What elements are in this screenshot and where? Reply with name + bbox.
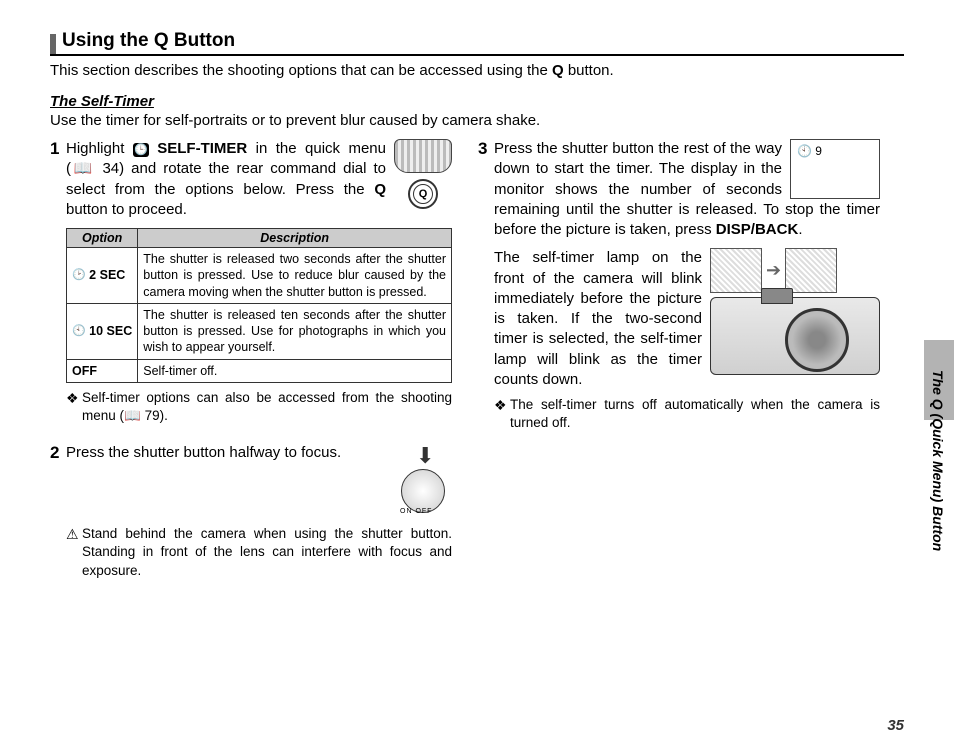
page-ref-icon: 📖 <box>124 408 141 423</box>
table-header-description: Description <box>138 229 452 248</box>
timer-2sec-icon: 🕑 <box>72 268 86 282</box>
down-arrow-icon: ⬇ <box>416 443 434 469</box>
note-icon: ❖ <box>494 396 510 432</box>
page-number: 35 <box>887 717 904 734</box>
display-indicator: 🕙 9 <box>790 139 880 199</box>
right-column: 3 🕙 9 Press the shutter button the rest … <box>478 139 880 588</box>
note-icon: ❖ <box>66 389 82 425</box>
section-heading: Using the Q Button <box>62 30 235 52</box>
options-table: Option Description 🕑 2 SEC The shutter i… <box>66 228 452 383</box>
intro-post: button. <box>564 62 614 79</box>
side-label: The Q (Quick Menu) Button <box>930 370 946 551</box>
step-3-number: 3 <box>478 139 494 159</box>
table-row: 🕑 2 SEC The shutter is released two seco… <box>67 248 452 304</box>
table-row: 🕙 10 SEC The shutter is released ten sec… <box>67 303 452 359</box>
left-column: 1 Q Highlight 🕒 SELF-TIMER in the quick … <box>50 139 452 588</box>
intro-paragraph: This section describes the shooting opti… <box>50 62 904 79</box>
page-ref-icon: 📖 <box>71 160 95 177</box>
q-button-icon: Q <box>408 179 438 209</box>
camera-front-view <box>710 297 880 375</box>
table-header-option: Option <box>67 229 138 248</box>
timer-10sec-icon: 🕙 <box>72 324 86 338</box>
self-timer-icon: 🕒 <box>133 143 149 157</box>
section-heading-bar: Using the Q Button <box>50 30 904 56</box>
camera-illustration: ➔ <box>710 248 880 375</box>
right-arrow-icon: ➔ <box>766 260 781 281</box>
heading-tick <box>50 34 56 54</box>
step-1-number: 1 <box>50 139 66 159</box>
caution-1: ⚠ Stand behind the camera when using the… <box>66 525 452 580</box>
note-2: ❖ The self-timer turns off automatically… <box>494 396 880 432</box>
camera-top-view-2 <box>785 248 837 293</box>
step-2: 2 ⬇ ON OFF Press the shutter button half… <box>50 443 452 580</box>
shutter-illustration: ⬇ ON OFF <box>394 443 452 513</box>
step-2-number: 2 <box>50 443 66 463</box>
dial-illustration: Q <box>394 139 452 209</box>
intro-pre: This section describes the shooting opti… <box>50 62 552 79</box>
camera-top-view-1 <box>710 248 762 293</box>
table-row: OFF Self-timer off. <box>67 359 452 382</box>
caution-icon: ⚠ <box>66 525 82 580</box>
note-1: ❖ Self-timer options can also be accesse… <box>66 389 452 425</box>
step-3: 3 🕙 9 Press the shutter button the rest … <box>478 139 880 240</box>
step-1: 1 Q Highlight 🕒 SELF-TIMER in the quick … <box>50 139 452 435</box>
subsection-desc: Use the timer for self-portraits or to p… <box>50 112 904 129</box>
subsection-heading: The Self-Timer <box>50 93 904 110</box>
intro-q: Q <box>552 62 564 79</box>
